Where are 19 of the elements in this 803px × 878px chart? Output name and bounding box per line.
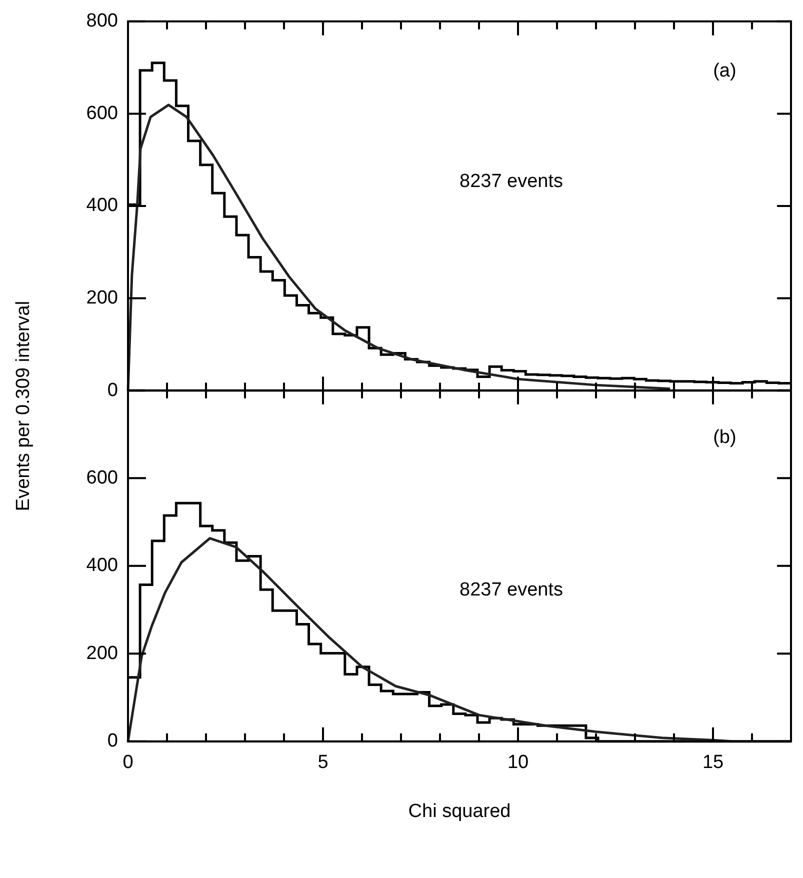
y-tick-label: 0 [107,380,118,401]
y-tick-label: 0 [107,730,118,752]
y-tick-label: 600 [86,468,118,489]
x-tick-label: 5 [318,752,328,774]
y-tick-label: 400 [86,195,118,216]
y-tick-label: 200 [86,288,118,309]
x-tick-label: 10 [507,752,529,774]
y-tick-label: 800 [86,10,118,32]
y-tick-label: 200 [86,643,118,664]
annotation: 8237 events [460,580,564,601]
annotation: (b) [713,427,736,448]
x-tick-label: 0 [122,752,134,774]
y-tick-label: 400 [86,555,118,576]
y-axis-title: Events per 0.309 interval [13,300,35,512]
annotation: 8237 events [460,171,564,192]
x-axis-title: Chi squared [408,801,511,822]
x-tick-label: 15 [702,752,724,774]
annotation: (a) [713,60,736,82]
y-tick-label: 600 [86,102,118,124]
